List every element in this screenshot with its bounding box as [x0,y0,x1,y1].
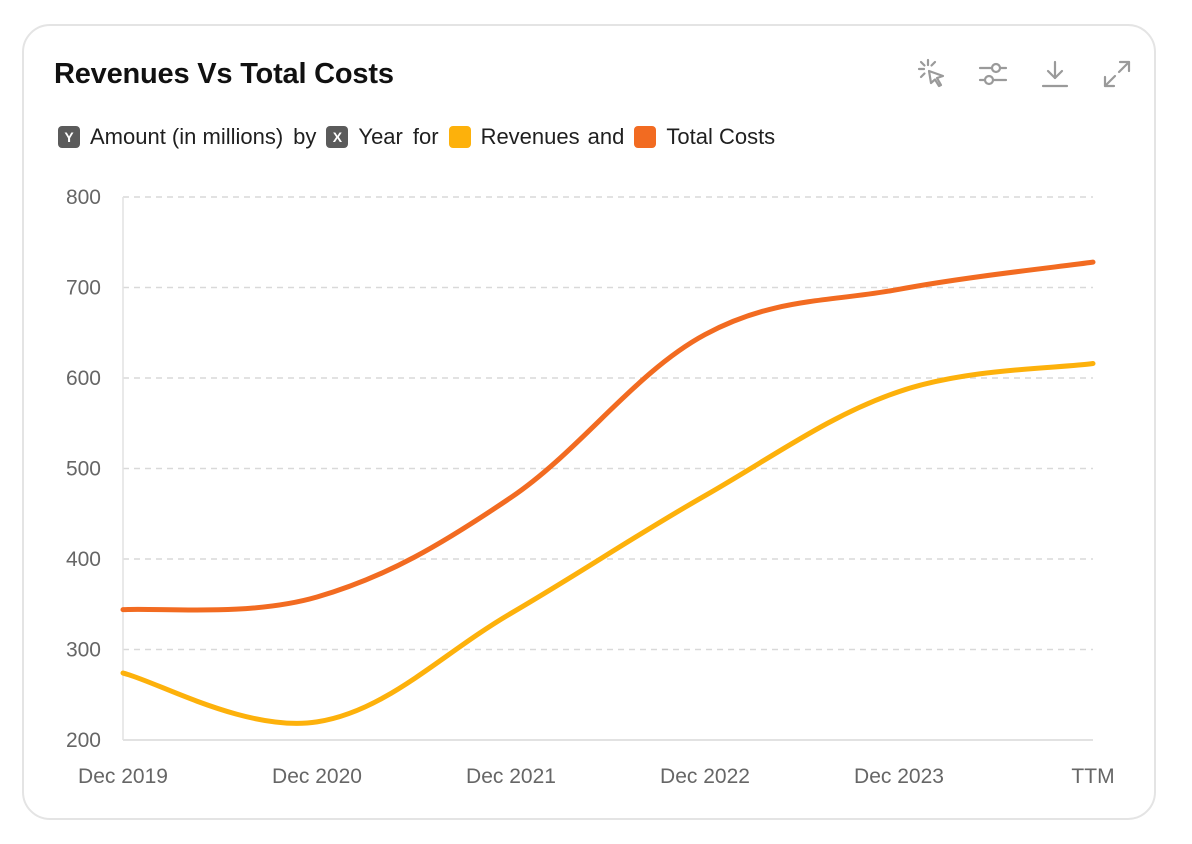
download-icon[interactable] [1024,56,1086,92]
y-tick-label: 400 [66,548,101,571]
chart-title: Revenues Vs Total Costs [54,58,394,90]
y-tick-label: 600 [66,367,101,390]
legend-label-total-costs: Total Costs [666,124,776,149]
x-tick-label: TTM [1071,765,1114,788]
chart-card [22,24,1156,820]
y-tick-label: 300 [66,639,101,662]
x-tick-label: Dec 2021 [466,765,556,788]
and-word: and [587,124,625,149]
legend-swatch-total-costs [634,126,657,148]
y-tick-label: 500 [66,458,101,481]
x-tick-label: Dec 2022 [660,765,750,788]
x-axis-badge: X [326,126,349,148]
y-tick-label: 200 [66,729,101,752]
by-word: by [293,124,317,149]
expand-icon[interactable] [1086,56,1148,92]
x-tick-label: Dec 2020 [272,765,362,788]
y-tick-label: 700 [66,277,101,300]
x-axis-description: Year [358,124,403,149]
sliders-icon[interactable] [962,56,1024,92]
series-line-total-costs [120,259,1096,613]
y-axis-badge: Y [58,126,80,148]
legend-label-revenues: Revenues [480,124,580,149]
legend-swatch-revenues [448,126,471,148]
chart-subtitle: Y Amount (in millions) by X Year for Rev… [58,124,775,150]
select-pointer-icon[interactable] [900,56,962,92]
chart-toolbar [900,56,1148,92]
for-word: for [412,124,439,149]
x-tick-label: Dec 2023 [854,765,944,788]
y-tick-label: 800 [66,186,101,209]
x-tick-label: Dec 2019 [78,765,168,788]
y-axis-description: Amount (in millions) [90,124,284,149]
series-line-revenues [120,361,1096,726]
